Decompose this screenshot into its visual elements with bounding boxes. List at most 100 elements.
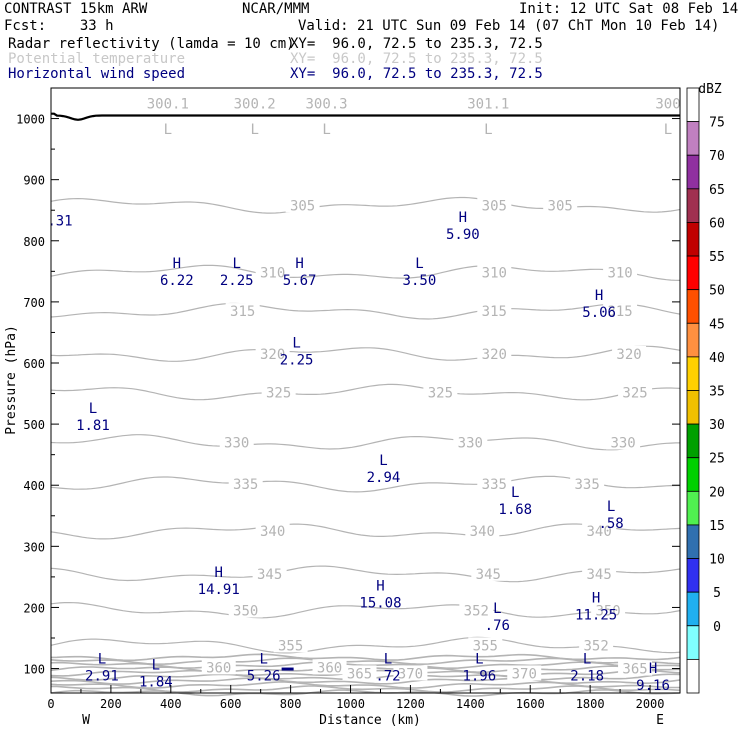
colorbar-cell (686, 658, 700, 694)
theta-label-bg (582, 523, 617, 539)
theta-label: 355 (473, 638, 498, 654)
theta-label: 352 (464, 604, 489, 620)
field-wind-xy: XY= 96.0, 72.5 to 235.3, 72.5 (290, 66, 543, 82)
colorbar-cell (686, 154, 700, 190)
theta-label-bg (507, 665, 542, 681)
surface-theta-value: 300 (655, 97, 680, 113)
colorbar-label: 15 (709, 519, 725, 534)
upper-theta-label: 370 (398, 666, 423, 682)
wind-extremum-value: 2.94 (367, 470, 401, 486)
wind-extremum-value: 6.22 (160, 273, 194, 289)
wind-extremum-value: 3.50 (403, 273, 437, 289)
theta-label-bg (471, 565, 506, 581)
theta-label: 315 (230, 304, 255, 320)
theta-label-bg (477, 303, 512, 319)
wind-extremum-value: 5.06 (582, 305, 616, 321)
theta-label-bg (285, 197, 320, 213)
isentrope-315 (50, 302, 681, 320)
terrain-line (51, 112, 680, 121)
y-axis-label: Pressure (hPa) (4, 325, 19, 435)
wind-extremum-mark: H (376, 578, 384, 594)
wind-extremum-value: 1.81 (76, 418, 110, 434)
wind-extremum-value: 5.67 (283, 273, 317, 289)
colorbar-label: 5 (713, 586, 721, 601)
wind-extremum-mark: H (295, 256, 303, 272)
surface-theta-mark: L (664, 122, 672, 138)
y-tick-label: 700 (23, 296, 45, 310)
theta-label-bg (252, 565, 287, 581)
plot-frame (50, 87, 681, 694)
theta-label: 330 (610, 435, 635, 451)
theta-label: 320 (260, 347, 285, 363)
theta-label: 355 (278, 638, 303, 654)
theta-label-bg (423, 384, 458, 400)
theta-label-bg (477, 476, 512, 491)
wind-extremum-value: 2.25 (220, 273, 254, 289)
wind-extremum-value: .76 (485, 618, 510, 634)
theta-label-bg (312, 659, 347, 675)
theta-label-bg (261, 384, 296, 400)
y-tick-label: 800 (23, 235, 45, 249)
upper-theta-label: 365 (347, 666, 372, 682)
wind-extremum-mark: L (583, 652, 591, 668)
wind-extremum-mark: L (493, 601, 501, 617)
theta-label: 340 (586, 524, 611, 540)
colorbar-label: 40 (709, 351, 725, 366)
wind-extremum-mark: L (232, 256, 240, 272)
theta-label: 305 (548, 198, 573, 214)
isentrope-340 (50, 523, 681, 540)
wind-extremum-mark: L (98, 652, 106, 668)
colorbar-label: 70 (709, 149, 725, 164)
theta-label: 320 (482, 347, 507, 363)
surface-theta-value: 300.2 (234, 97, 276, 113)
colorbar-cell (686, 423, 700, 459)
theta-label-bg (579, 637, 614, 653)
surface-theta-mark: L (322, 122, 330, 138)
colorbar-label: 10 (709, 553, 725, 568)
surface-theta-value: 300.3 (305, 97, 347, 113)
y-tick-label: 200 (23, 601, 45, 615)
x-tick-label: 1200 (396, 697, 425, 711)
theta-label-bg (453, 434, 488, 450)
colorbar-cell (686, 490, 700, 526)
wind-extremum-mark: H (649, 661, 657, 677)
theta-label-bg (228, 602, 263, 618)
surface-theta-mark: L (164, 122, 172, 138)
colorbar-title: dBZ (698, 82, 722, 97)
colorbar-label: 0 (713, 620, 721, 635)
theta-label-bg (465, 523, 500, 539)
colorbar-label: 55 (709, 250, 725, 265)
wind-extremum-mark: H (595, 288, 603, 304)
field-reflectivity-xy: XY= 96.0, 72.5 to 235.3, 72.5 (290, 36, 543, 52)
theta-label-bg (603, 264, 638, 280)
wind-extremum-mark: L (259, 652, 267, 668)
x-tick-label: 1400 (456, 697, 485, 711)
theta-label-bg (342, 665, 377, 681)
isentrope-310 (50, 264, 681, 281)
upper-isentrope (50, 689, 681, 697)
field-theta-xy: XY= 96.0, 72.5 to 235.3, 72.5 (290, 51, 543, 67)
isentrope-355 (50, 636, 681, 654)
theta-label: 335 (482, 477, 507, 493)
theta-label: 330 (458, 435, 483, 451)
theta-label: 315 (607, 304, 632, 320)
colorbar-cell (686, 524, 700, 559)
theta-label-bg (273, 637, 308, 653)
theta-label-bg (255, 523, 290, 539)
theta-label-bg (225, 303, 260, 319)
colorbar-cell (686, 188, 700, 223)
x-axis-right-end: E (656, 713, 664, 728)
wind-extremum-mark: L (415, 256, 423, 272)
theta-label: 325 (266, 385, 291, 401)
x-tick-label: 1000 (336, 697, 365, 711)
wind-extremum-mark: L (511, 485, 519, 501)
theta-label-bg (219, 434, 254, 450)
x-tick-label: 0 (47, 697, 54, 711)
wind-extremum-mark: H (592, 591, 600, 607)
theta-label-bg (606, 434, 641, 450)
theta-label: 325 (428, 385, 453, 401)
theta-label: 350 (233, 604, 258, 620)
wind-extremum-value: 2.25 (280, 353, 314, 369)
theta-label-bg (603, 303, 638, 319)
